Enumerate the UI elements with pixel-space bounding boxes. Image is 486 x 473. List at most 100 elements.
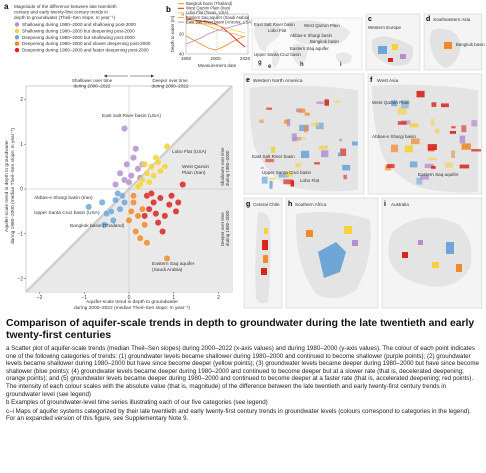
map-f-label-eastern-saq: Eastern Saq aquifer [418, 172, 459, 177]
aquifer-patch [290, 180, 295, 187]
scatter-point [132, 145, 140, 153]
aquifer-patch [295, 163, 302, 168]
map-g-aquifer-2 [263, 255, 268, 263]
panel-label-i: i [384, 201, 386, 208]
aquifer-patch [420, 175, 429, 180]
scatter-point [109, 216, 117, 224]
aquifer-patch [316, 101, 324, 105]
scatter-point [130, 192, 137, 200]
aquifer-patch [310, 123, 320, 126]
y-tick-label: 0 [20, 187, 23, 193]
scatter-point [125, 178, 133, 186]
aquifer-patch [451, 150, 455, 158]
scatter-point [134, 183, 142, 191]
aquifer-patch [269, 180, 273, 189]
scatter-point [127, 208, 135, 215]
map-southeastern-asia: d Southeastern Asia Bangkok basin [423, 13, 485, 71]
aquifer-patch [409, 161, 418, 168]
annotation-bangkok: Bangkok basin (Thailand) [70, 223, 125, 229]
map-c-aquifer-4 [388, 58, 393, 62]
aquifer-patch [284, 119, 289, 124]
x-tick-label: 0 [128, 295, 131, 301]
locator-africa [292, 43, 308, 66]
deeper-label-2: during 2000–2022 [151, 84, 188, 89]
aquifer-patch [283, 179, 293, 185]
locator-south-america [272, 50, 280, 68]
aquifer-patch [391, 100, 398, 107]
caption-title: Comparison of aquifer-scale trends in de… [6, 318, 475, 341]
map-i-land [388, 217, 472, 287]
locator-letter-g: g [258, 60, 262, 66]
legend-title-line-2: century and early twenty-first century t… [14, 10, 108, 15]
map-c-title: Western Europe [368, 25, 402, 30]
x-tick-label: 2 [217, 295, 220, 301]
scatter-xlabel-1: Aquifer-scale trend in depth to groundwa… [86, 299, 178, 305]
scatter-point [154, 219, 162, 226]
map-central-chile: g Central Chile [243, 197, 283, 309]
legend-item-label: Shallowing during 1980–2000 but deepenin… [22, 28, 135, 33]
scatter-point [156, 194, 164, 202]
locator-label-abbas-e-shargi: Abbas-e Shargi basin [290, 33, 333, 38]
scatter-plot: −2 −1 0 1 2 −2 −1 0 1 2 Shallower over time durin… [4, 74, 233, 311]
scatter-point [125, 216, 133, 224]
aquifer-patch [427, 144, 437, 150]
figure-caption: Comparison of aquifer-scale trends in de… [6, 318, 480, 424]
aquifer-patch [259, 119, 264, 123]
scatter-point [98, 199, 106, 206]
locator-label-east-salt-river: East Salt River basin [254, 22, 295, 27]
right-deeper-label-2: during 1980–2000 [225, 210, 230, 246]
aquifer-patch [397, 121, 407, 125]
legend-title-line-3: depth to groundwater (Theil–Sen slope; m… [14, 15, 116, 20]
aquifer-patch [441, 103, 449, 108]
y-tick-label: 2 [20, 97, 23, 103]
scatter-point [136, 234, 144, 242]
scatter-point [163, 255, 171, 262]
map-i-title: Australia [391, 202, 409, 207]
map-e-label-lobo-flat: Lobo Flat [300, 178, 320, 183]
map-d-bangkok-aquifer [444, 42, 452, 49]
annotation-upper-santa-cruz: Upper Santa Cruz basin (USA) [34, 210, 100, 216]
scatter-point [141, 161, 149, 168]
scatter-point [163, 143, 171, 150]
aquifer-patch [471, 120, 478, 127]
scatter-point [85, 203, 93, 211]
aquifer-patch [435, 128, 440, 134]
timeseries-line [185, 35, 246, 51]
annotation-west-qazvin-2: Plain (Iran) [182, 170, 206, 176]
aquifer-patch [424, 163, 434, 169]
aquifer-patch [427, 148, 435, 152]
ts-legend-label: Eastern Saq aquifer (Saudi Arabia) [186, 15, 250, 20]
ts-x-tick-label: 2000 [210, 56, 221, 61]
map-c-aquifer-2 [392, 44, 398, 50]
legend-swatch [14, 41, 20, 46]
map-i-aquifer-4 [456, 264, 462, 272]
aquifer-patch [269, 177, 276, 180]
map-g-aquifer-1 [262, 240, 268, 250]
aquifer-patch [386, 164, 395, 169]
panel-label-f: f [370, 77, 373, 84]
aquifer-patch [461, 143, 471, 150]
aquifer-patch [261, 176, 268, 184]
locator-letter-h: h [300, 62, 304, 68]
scatter-point [139, 205, 146, 213]
map-e-label-upper-santa-cruz: Upper Santa Cruz basin [262, 170, 311, 175]
locator-letter-e: e [268, 64, 272, 70]
locator-australia [336, 52, 352, 64]
legend-swatch [14, 22, 20, 27]
scatter-ylabel-2: during 1980–2000 (median Theil–Sen slope… [10, 128, 16, 244]
map-i-aquifer-1 [446, 242, 454, 254]
aquifer-patch [304, 112, 310, 116]
scatter-point [121, 125, 128, 132]
locator-eurasia [288, 20, 350, 45]
map-c-aquifer-1 [378, 46, 387, 54]
shallower-label-1: Shallower over time [72, 78, 113, 83]
scatter-point [165, 201, 173, 209]
scatter-point [148, 163, 155, 170]
world-locator-map: East Salt River basin Lobo Flat West Qaz… [251, 17, 363, 71]
map-g-aquifer-3 [261, 268, 267, 275]
aquifer-patch [270, 146, 276, 153]
aquifer-patch [444, 162, 453, 168]
scatter-point [156, 167, 164, 175]
y-tick-label: 1 [20, 142, 23, 148]
annotation-west-qazvin-1: West Qazvin [182, 164, 209, 170]
